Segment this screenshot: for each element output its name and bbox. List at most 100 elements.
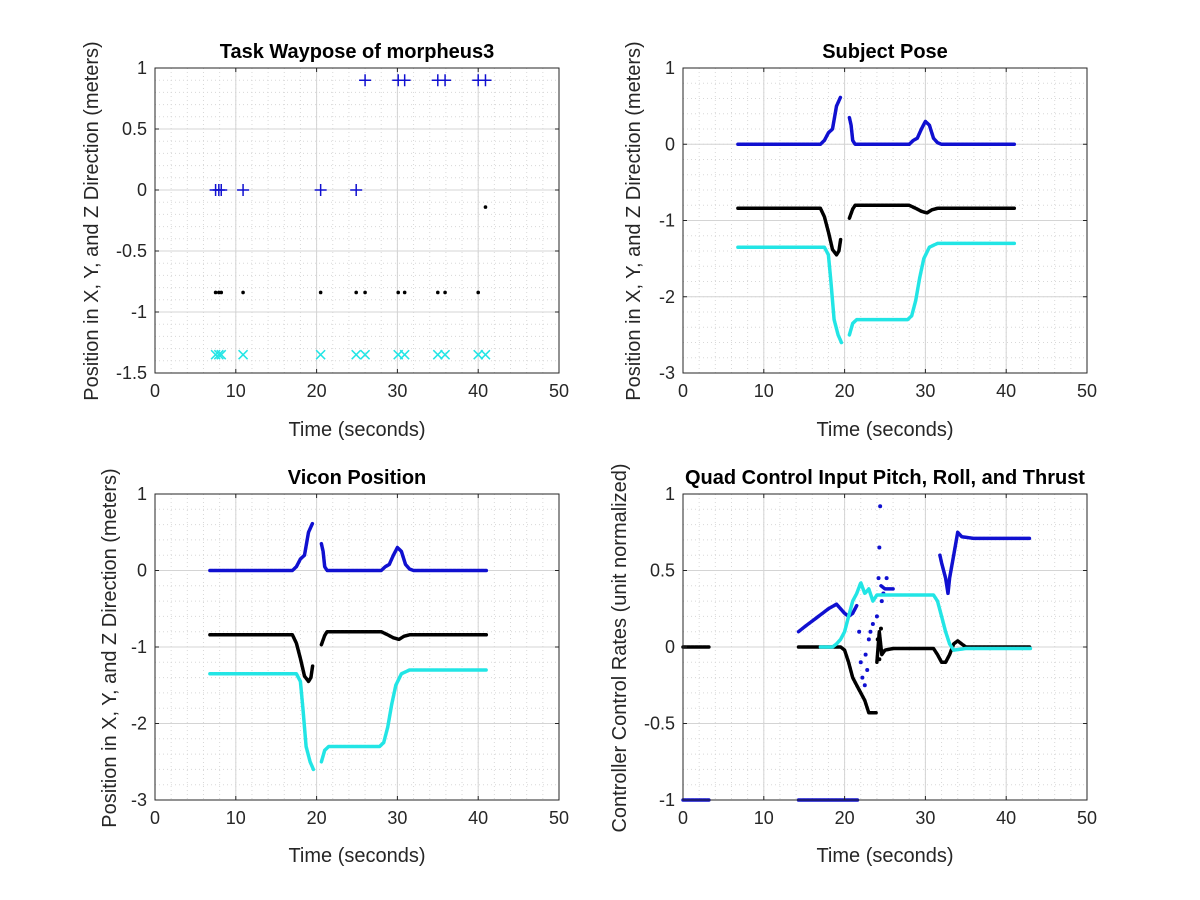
x-tick-label: 10 (754, 808, 774, 828)
data-point-cross (351, 349, 362, 360)
series-trace (818, 580, 1033, 652)
data-point (866, 637, 871, 642)
y-tick-label: -3 (659, 363, 675, 383)
series-trace (208, 672, 316, 772)
y-tick-label: -0.5 (116, 241, 147, 261)
y-axis-label: Position in X, Y, and Z Direction (meter… (81, 41, 103, 400)
series-cyan (818, 580, 1033, 652)
data-point-cross (480, 349, 491, 360)
data-point-cross (440, 349, 451, 360)
series-black (736, 203, 1017, 257)
series-black (208, 629, 489, 684)
series-blue (209, 74, 492, 196)
panel-quad-control-input: 0 10 20 30 40 50 -1 -0.5 0 0.5 1 Quad Control Inpu… (609, 463, 1097, 867)
series-trace (319, 541, 489, 573)
y-axis-label: Controller Control Rates (unit normalize… (609, 463, 631, 832)
plot-area (736, 95, 1017, 345)
series-black (681, 626, 1033, 715)
x-tick-label: 10 (226, 808, 246, 828)
data-point-plus (359, 74, 372, 87)
grid (682, 67, 1088, 374)
y-tick-label: 1 (137, 58, 147, 78)
data-point (877, 545, 882, 550)
x-tick-label: 30 (915, 381, 935, 401)
series-blue (736, 95, 1017, 147)
y-axis-label: Position in X, Y, and Z Direction (meter… (623, 41, 645, 400)
data-point-cross (399, 349, 410, 360)
x-tick-label: 30 (387, 381, 407, 401)
y-tick-label: 0.5 (650, 561, 675, 581)
data-point (875, 637, 880, 642)
x-tick-label: 0 (150, 808, 160, 828)
x-tick-label: 20 (307, 381, 327, 401)
x-tick-label: 20 (835, 808, 855, 828)
data-point (865, 667, 870, 672)
data-point (241, 290, 245, 295)
x-tick-label: 50 (1077, 808, 1097, 828)
x-tick-label: 40 (468, 381, 488, 401)
series-trace (319, 629, 489, 647)
data-point-plus (479, 74, 492, 87)
data-point (443, 290, 447, 295)
series-blue (208, 521, 489, 573)
panel-task-waypose: 0 10 20 30 40 50 -1.5 -1 -0.5 0 0.5 1 Task Waypose … (81, 41, 569, 441)
axes: 0 10 20 30 40 50 -3 -2 -1 0 1 (659, 58, 1097, 401)
data-point-cross (432, 349, 443, 360)
axes: 0 10 20 30 40 50 -1 -0.5 0 0.5 1 (644, 484, 1097, 828)
grid (154, 493, 560, 801)
series-trace (938, 530, 1033, 596)
data-point (402, 290, 407, 295)
series-trace (847, 115, 1017, 147)
series-trace (879, 584, 895, 591)
data-point-cross (315, 349, 326, 360)
x-tick-label: 0 (678, 808, 688, 828)
series-blue (681, 504, 1033, 802)
y-tick-label: 1 (137, 484, 147, 504)
series-trace (736, 245, 844, 345)
x-tick-label: 20 (307, 808, 327, 828)
axes: 0 10 20 30 40 50 -3 -2 -1 0 1 (131, 484, 569, 828)
y-tick-label: 0 (665, 134, 675, 154)
series-trace (875, 629, 1033, 665)
chart-title: Task Waypose of morpheus3 (220, 41, 495, 63)
series-trace (319, 668, 489, 764)
data-point (219, 290, 224, 295)
chart-title: Vicon Position (288, 467, 427, 489)
series-trace (847, 203, 1017, 220)
data-point (860, 675, 865, 680)
series-trace (847, 241, 1017, 337)
series-trace (736, 95, 843, 147)
data-point (879, 599, 884, 604)
data-point-cross (360, 349, 371, 360)
x-axis-label: Time (seconds) (816, 419, 953, 441)
grid (154, 67, 560, 374)
data-point-cross (213, 349, 224, 360)
series-trace (796, 645, 878, 715)
y-tick-label: -3 (131, 790, 147, 810)
series-trace (208, 633, 315, 684)
x-tick-label: 40 (996, 381, 1016, 401)
plot-area (208, 521, 489, 772)
data-point-cross (238, 349, 249, 360)
data-point (877, 657, 882, 662)
x-tick-label: 50 (1077, 381, 1097, 401)
data-point-plus (237, 184, 250, 196)
plot-area (209, 74, 492, 360)
data-point-cross (473, 349, 484, 360)
data-point (213, 290, 218, 295)
x-axis-label: Time (seconds) (288, 845, 425, 867)
x-tick-label: 50 (549, 381, 569, 401)
y-tick-label: 0.5 (122, 119, 147, 139)
chart-title: Subject Pose (822, 41, 948, 63)
x-tick-label: 40 (468, 808, 488, 828)
data-point-plus (398, 74, 411, 87)
data-point-plus (439, 74, 452, 87)
data-point (870, 622, 875, 627)
y-tick-label: -1 (131, 302, 147, 322)
data-point (857, 629, 862, 634)
series-cyan (736, 241, 1017, 345)
series-cyan (210, 349, 491, 360)
data-point (436, 290, 440, 295)
y-tick-label: -2 (131, 714, 147, 734)
x-tick-label: 10 (226, 381, 246, 401)
